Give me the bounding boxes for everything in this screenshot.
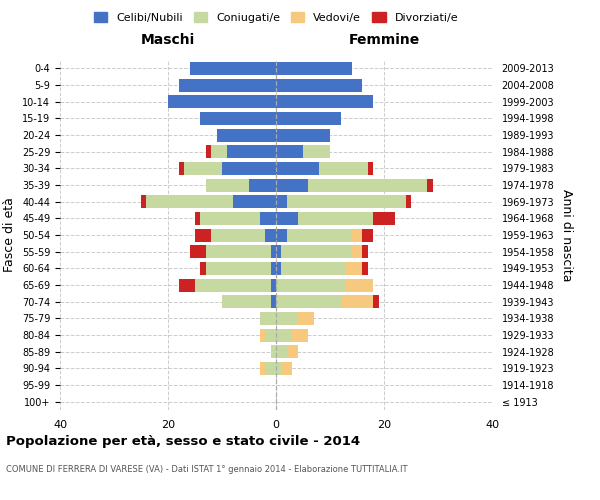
Bar — [195, 212, 200, 225]
Text: COMUNE DI FERRERA DI VARESE (VA) - Dati ISTAT 1° gennaio 2014 - Elaborazione TUT: COMUNE DI FERRERA DI VARESE (VA) - Dati … — [6, 465, 407, 474]
Bar — [206, 262, 271, 275]
Bar — [373, 212, 395, 225]
Bar — [276, 62, 352, 75]
Bar — [276, 112, 341, 125]
Bar — [260, 312, 276, 325]
Bar — [352, 228, 362, 241]
Bar — [276, 278, 346, 291]
Y-axis label: Anni di nascita: Anni di nascita — [560, 188, 573, 281]
Bar — [276, 212, 298, 225]
Bar — [427, 178, 433, 192]
Bar — [206, 145, 211, 158]
Bar — [206, 178, 249, 192]
Bar — [200, 112, 276, 125]
Bar — [265, 328, 276, 342]
Bar — [227, 145, 276, 158]
Bar — [233, 195, 276, 208]
Bar — [195, 278, 271, 291]
Bar — [406, 195, 411, 208]
Bar — [276, 328, 292, 342]
Bar — [362, 228, 373, 241]
Bar — [276, 312, 298, 325]
Bar — [362, 245, 368, 258]
Bar — [276, 345, 287, 358]
Bar — [276, 228, 287, 241]
Bar — [276, 245, 281, 258]
Bar — [276, 78, 362, 92]
Bar — [281, 362, 292, 375]
Bar — [211, 145, 227, 158]
Bar — [276, 178, 308, 192]
Bar — [222, 295, 271, 308]
Y-axis label: Fasce di età: Fasce di età — [4, 198, 16, 272]
Bar — [200, 212, 260, 225]
Bar — [287, 345, 298, 358]
Bar — [308, 178, 427, 192]
Bar — [362, 262, 368, 275]
Bar — [249, 178, 276, 192]
Text: Maschi: Maschi — [141, 32, 195, 46]
Legend: Celibi/Nubili, Coniugati/e, Vedovi/e, Divorziati/e: Celibi/Nubili, Coniugati/e, Vedovi/e, Di… — [89, 8, 463, 28]
Bar — [206, 245, 271, 258]
Bar — [276, 162, 319, 175]
Bar — [179, 278, 195, 291]
Bar — [271, 278, 276, 291]
Bar — [190, 245, 206, 258]
Text: Femmine: Femmine — [349, 32, 419, 46]
Bar — [184, 162, 222, 175]
Text: Popolazione per età, sesso e stato civile - 2014: Popolazione per età, sesso e stato civil… — [6, 435, 360, 448]
Bar — [195, 228, 211, 241]
Bar — [260, 212, 276, 225]
Bar — [265, 362, 276, 375]
Bar — [281, 262, 346, 275]
Bar — [211, 228, 265, 241]
Bar — [287, 228, 352, 241]
Bar — [352, 245, 362, 258]
Bar — [265, 228, 276, 241]
Bar — [276, 195, 287, 208]
Bar — [271, 345, 276, 358]
Bar — [141, 195, 146, 208]
Bar — [287, 195, 406, 208]
Bar — [303, 145, 330, 158]
Bar — [276, 145, 303, 158]
Bar — [260, 328, 265, 342]
Bar — [292, 328, 308, 342]
Bar — [146, 195, 233, 208]
Bar — [217, 128, 276, 141]
Bar — [271, 295, 276, 308]
Bar — [276, 95, 373, 108]
Bar — [298, 312, 314, 325]
Bar — [260, 362, 265, 375]
Bar — [271, 245, 276, 258]
Bar — [346, 262, 362, 275]
Bar — [276, 128, 330, 141]
Bar — [319, 162, 368, 175]
Bar — [346, 278, 373, 291]
Bar — [179, 78, 276, 92]
Bar — [368, 162, 373, 175]
Bar — [168, 95, 276, 108]
Bar — [281, 245, 352, 258]
Bar — [179, 162, 184, 175]
Bar — [276, 262, 281, 275]
Bar — [190, 62, 276, 75]
Bar — [341, 295, 373, 308]
Bar — [298, 212, 373, 225]
Bar — [373, 295, 379, 308]
Bar — [276, 362, 281, 375]
Bar — [276, 295, 341, 308]
Bar — [200, 262, 206, 275]
Bar — [222, 162, 276, 175]
Bar — [271, 262, 276, 275]
